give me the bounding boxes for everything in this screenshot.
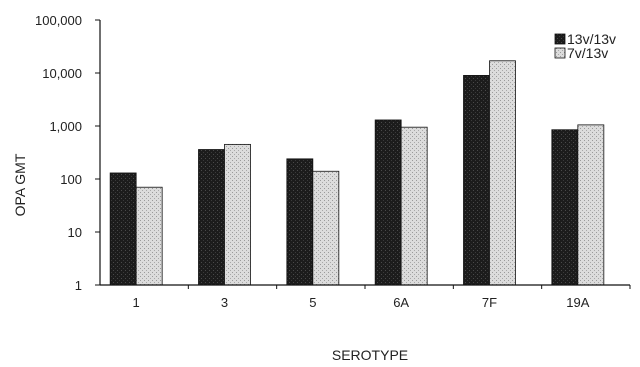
x-tick-label-5: 5 xyxy=(309,295,316,310)
legend-label-7v-13v: 7v/13v xyxy=(567,45,608,61)
y-tick-label-100-000: 100,000 xyxy=(35,13,82,28)
bar-7v-13v-5 xyxy=(312,170,340,286)
bar-7v-13v-7f xyxy=(489,60,516,286)
labels-layer: 1 3 5 6A 7F 19A 1 10 100 1,000 10,000 100,000 xyxy=(35,13,590,310)
x-tick-label-3: 3 xyxy=(221,295,228,310)
bar-13v-13v-3 xyxy=(198,149,225,286)
y-tick-label-100: 100 xyxy=(60,172,82,187)
bar-7v-13v-3 xyxy=(224,143,251,286)
bar-13v-13v-19a xyxy=(551,129,579,286)
bar-7v-13v-6a xyxy=(400,126,428,286)
y-tick-label-10: 10 xyxy=(68,225,82,240)
bar-7v-13v-1 xyxy=(135,186,163,286)
legend-label-13v-13v: 13v/13v xyxy=(567,31,616,47)
x-tick-label-7f: 7F xyxy=(482,295,497,310)
legend: 13v/13v 7v/13v xyxy=(554,31,616,61)
x-tick-label-19a: 19A xyxy=(566,295,589,310)
y-tick-label-1: 1 xyxy=(75,278,82,293)
bar-13v-13v-5 xyxy=(286,158,314,286)
axes-layer xyxy=(95,19,631,289)
bars-layer xyxy=(109,60,605,286)
x-axis-title: SEROTYPE xyxy=(332,347,408,363)
legend-swatch-7v-13v xyxy=(554,47,566,59)
legend-swatch-13v-13v xyxy=(554,33,566,45)
bar-13v-13v-1 xyxy=(109,172,137,286)
bar-13v-13v-6a xyxy=(374,119,402,286)
y-axis-title: OPA GMT xyxy=(12,153,28,216)
x-tick-label-1: 1 xyxy=(133,295,140,310)
bar-13v-13v-7f xyxy=(463,75,490,286)
x-tick-label-6a: 6A xyxy=(393,295,409,310)
bar-7v-13v-19a xyxy=(577,124,605,286)
y-tick-label-10-000: 10,000 xyxy=(42,66,82,81)
y-tick-label-1-000: 1,000 xyxy=(49,119,82,134)
